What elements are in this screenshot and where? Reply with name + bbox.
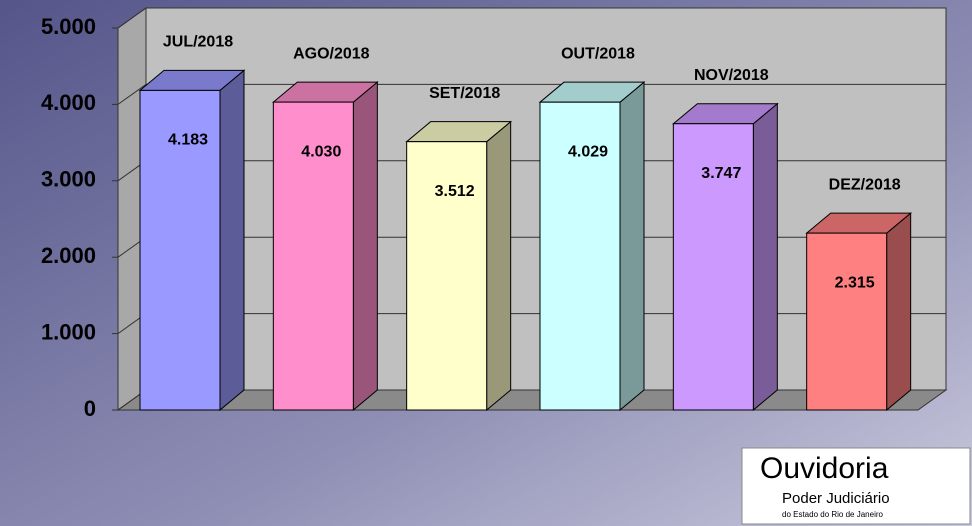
- page: 0 1.000 2.000 3.000 4.000 5.000 4.183 JUL/2018 4…: [0, 0, 972, 526]
- value-label: 4.029: [568, 143, 608, 160]
- category-label: NOV/2018: [694, 67, 769, 84]
- value-label: 3.512: [435, 183, 475, 200]
- logo-line2: do Estado do Rio de Janeiro: [782, 510, 884, 519]
- bar: [807, 233, 887, 410]
- bar-side: [487, 122, 511, 410]
- value-label: 4.030: [301, 143, 341, 160]
- category-label: DEZ/2018: [829, 176, 901, 193]
- y-tick-label: 0: [84, 396, 96, 421]
- category-label: JUL/2018: [163, 34, 233, 51]
- y-tick-label: 5.000: [41, 14, 96, 39]
- logo-title: Ouvidoria: [760, 452, 889, 485]
- value-label: 2.315: [835, 274, 875, 291]
- y-tick-label: 2.000: [41, 243, 96, 268]
- bar-side: [220, 70, 244, 410]
- y-tick-label: 3.000: [41, 167, 96, 192]
- category-label: AGO/2018: [293, 45, 370, 62]
- bar-side: [620, 82, 644, 410]
- y-tick-label: 4.000: [41, 90, 96, 115]
- bar-side: [753, 104, 777, 410]
- y-tick-label: 1.000: [41, 319, 96, 344]
- value-label: 3.747: [701, 165, 741, 182]
- bar-side: [887, 213, 911, 410]
- category-label: SET/2018: [429, 85, 500, 102]
- plot-area: 0 1.000 2.000 3.000 4.000 5.000 4.183 JUL/2018 4…: [41, 8, 946, 421]
- category-label: OUT/2018: [561, 45, 635, 62]
- chart: 0 1.000 2.000 3.000 4.000 5.000 4.183 JUL/2018 4…: [0, 0, 972, 526]
- logo-line1: Poder Judiciário: [782, 490, 890, 507]
- logo: Ouvidoria Poder Judiciário do Estado do …: [742, 448, 970, 524]
- value-label: 4.183: [168, 132, 208, 149]
- bar-side: [353, 82, 377, 410]
